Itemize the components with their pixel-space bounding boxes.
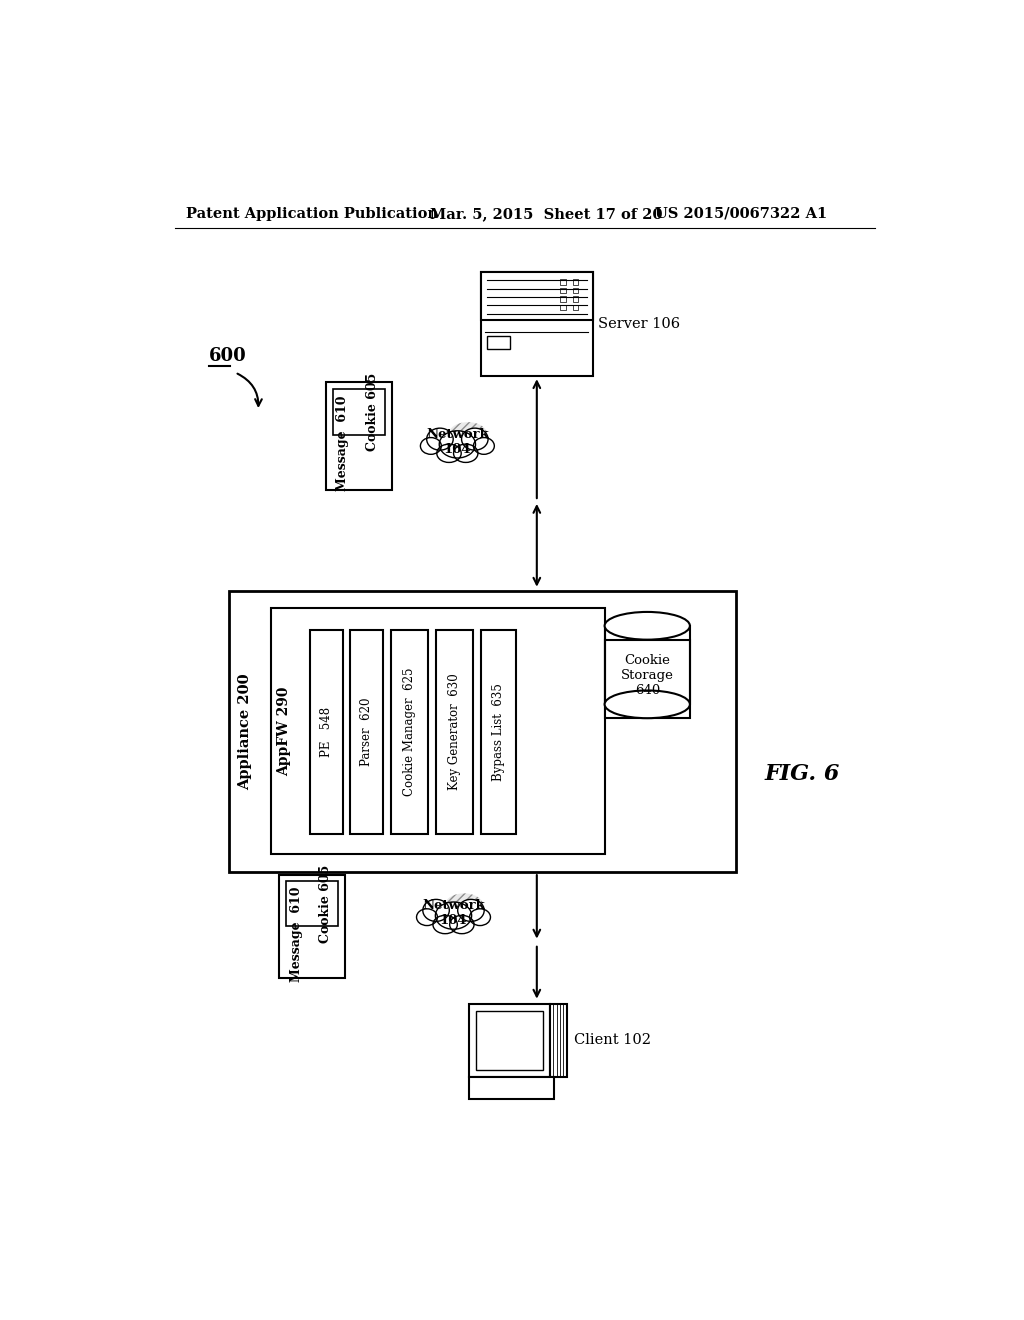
Bar	[572, 296, 579, 302]
Text: Network
104: Network 104	[426, 428, 488, 455]
Bar	[480, 630, 516, 834]
Bar	[480, 272, 593, 376]
Ellipse shape	[450, 915, 474, 933]
Text: Cookie Manager  625: Cookie Manager 625	[402, 668, 416, 796]
Text: US 2015/0067322 A1: US 2015/0067322 A1	[655, 207, 827, 220]
Ellipse shape	[427, 428, 454, 450]
Text: Parser  620: Parser 620	[360, 697, 373, 766]
Bar	[550, 1003, 567, 1077]
Bar	[326, 381, 391, 490]
Text: Message  610: Message 610	[290, 887, 303, 982]
Ellipse shape	[437, 444, 461, 462]
Text: Cookie 605: Cookie 605	[319, 865, 332, 942]
Bar	[435, 630, 473, 834]
Text: 600: 600	[209, 347, 247, 364]
Bar	[560, 305, 566, 310]
Text: Cookie 605: Cookie 605	[366, 372, 379, 451]
Ellipse shape	[462, 428, 488, 450]
Ellipse shape	[421, 437, 441, 454]
Bar	[391, 630, 428, 834]
Bar	[572, 280, 579, 285]
Ellipse shape	[439, 430, 475, 458]
Bar	[560, 280, 566, 285]
Text: Message  610: Message 610	[336, 396, 349, 491]
Bar	[560, 296, 566, 302]
Ellipse shape	[473, 437, 495, 454]
Ellipse shape	[435, 902, 472, 929]
Text: FIG. 6: FIG. 6	[765, 763, 840, 785]
Ellipse shape	[433, 915, 458, 933]
Ellipse shape	[470, 908, 490, 925]
Bar	[469, 1003, 550, 1077]
Bar	[604, 640, 690, 718]
Bar	[310, 630, 343, 834]
Ellipse shape	[604, 690, 690, 718]
Bar	[572, 288, 579, 293]
Ellipse shape	[458, 899, 484, 921]
Ellipse shape	[423, 899, 450, 921]
Text: Network
104: Network 104	[422, 899, 485, 927]
Bar	[469, 1077, 554, 1098]
Text: Server 106: Server 106	[598, 317, 680, 331]
Bar	[271, 609, 604, 854]
Text: Client 102: Client 102	[573, 1034, 650, 1048]
Bar	[350, 630, 383, 834]
Ellipse shape	[454, 444, 478, 462]
Ellipse shape	[444, 894, 483, 917]
Text: AppFW 290: AppFW 290	[278, 686, 292, 776]
FancyArrowPatch shape	[238, 374, 262, 405]
Bar	[286, 882, 338, 927]
Bar	[476, 1011, 544, 1071]
Bar	[480, 272, 593, 321]
Bar	[228, 591, 736, 873]
Text: Mar. 5, 2015  Sheet 17 of 20: Mar. 5, 2015 Sheet 17 of 20	[430, 207, 663, 220]
Text: PE   548: PE 548	[319, 706, 333, 756]
Ellipse shape	[449, 422, 487, 446]
Ellipse shape	[604, 612, 690, 640]
Bar	[572, 305, 579, 310]
Text: Key Generator  630: Key Generator 630	[447, 673, 461, 791]
Bar	[280, 875, 345, 978]
Text: Patent Application Publication: Patent Application Publication	[186, 207, 438, 220]
Bar	[333, 388, 385, 434]
Bar	[560, 288, 566, 293]
Text: Cookie
Storage
640: Cookie Storage 640	[621, 655, 674, 697]
Ellipse shape	[417, 908, 437, 925]
Text: Appliance 200: Appliance 200	[238, 673, 252, 789]
Bar	[486, 335, 510, 350]
Text: Bypass List  635: Bypass List 635	[492, 682, 505, 780]
